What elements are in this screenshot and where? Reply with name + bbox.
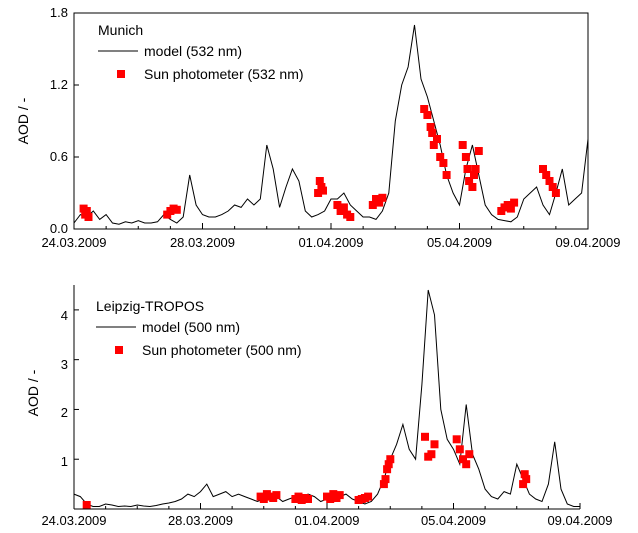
- panel-2-xtick-label: 05.04.2009: [421, 513, 486, 528]
- panel-2-photometer-point: [386, 455, 395, 464]
- panel-2-ytick-label: 2: [61, 405, 68, 420]
- panel-1-photometer-point: [506, 204, 515, 213]
- panel-1-legend: Munich model (532 nm) Sun photometer (53…: [98, 22, 304, 82]
- panel-2-xtick-label: 24.03.2009: [41, 513, 106, 528]
- panel-1-line-layer: [73, 24, 589, 225]
- panel-2-photometer-point: [383, 465, 392, 474]
- panel-1-legend-photometer-label: Sun photometer (532 nm): [144, 66, 304, 82]
- panel-2-photometer-point: [304, 495, 312, 503]
- panel-2-photometer-point: [326, 495, 335, 503]
- panel-2-photometer-point: [379, 480, 388, 489]
- panel-2-ytick-label: 1: [61, 454, 68, 469]
- panel-1-photometer-point: [539, 165, 547, 173]
- panel-2-photometer-point: [335, 491, 344, 500]
- panel-2-photometer-point: [455, 445, 464, 454]
- panel-1-photometer-point: [548, 183, 557, 191]
- panel-1-photometer-point: [439, 159, 448, 167]
- panel-2-legend-photometer-label: Sun photometer (500 nm): [142, 342, 302, 358]
- panel-1-photometer-point: [378, 193, 387, 202]
- panel-1-photometer-point: [461, 153, 470, 161]
- panel-1-photometer-point: [470, 171, 478, 179]
- panel-2-photometer-point: [459, 455, 467, 464]
- panel-1-legend-title: Munich: [98, 22, 143, 38]
- panel-1-legend-model-label: model (532 nm): [144, 43, 242, 59]
- panel-1-photometer-point: [420, 105, 429, 113]
- panel-1-photometer-point: [423, 111, 432, 119]
- panel-2-xtick-label: 09.04.2009: [547, 513, 612, 528]
- panel-2-photometer-point: [364, 492, 373, 501]
- panel-2-ytick-label: 3: [61, 357, 68, 372]
- panel-1-ytick-label: 0.0: [50, 221, 68, 236]
- panel-2-photometer-point: [384, 460, 393, 469]
- panel-1-legend-marker-swatch: [117, 70, 125, 78]
- panel-2-legend-marker-swatch: [115, 346, 123, 354]
- panel-1-photometer-point: [319, 186, 327, 195]
- panel-2-photometer-point: [381, 475, 390, 484]
- panel-1-photometer-point: [429, 141, 438, 149]
- panel-1-photometer-point: [551, 189, 560, 197]
- panel-1-ytick-label: 1.8: [50, 5, 68, 20]
- panel-1-xtick-label: 09.04.2009: [555, 235, 620, 250]
- panel-leipzig: 1 2 3 4 24.03.2009 28.03.2009 01.04.2009…: [25, 285, 613, 528]
- panel-2-photometer-point: [520, 470, 529, 479]
- panel-1-xtick-label: 24.03.2009: [41, 235, 106, 250]
- panel-2-legend-model-label: model (500 nm): [142, 319, 240, 335]
- panel-2-photometer-point: [465, 450, 474, 459]
- panel-1-ylabel: AOD / -: [15, 97, 31, 144]
- panel-1-photometer-point: [465, 177, 474, 185]
- panel-1-photometer-point: [428, 129, 437, 137]
- panel-2-photometer-point: [259, 495, 268, 503]
- panel-2-legend-title: Leipzig-TROPOS: [96, 298, 204, 314]
- panel-1-photometer-point: [346, 213, 355, 221]
- panel-2-marker-layer: [82, 432, 531, 509]
- panel-1-photometer-point: [468, 183, 477, 191]
- panel-2-photometer-point: [427, 450, 436, 459]
- panel-1-photometer-point: [426, 123, 435, 131]
- panel-1-photometer-point: [339, 203, 348, 212]
- panel-2-xtick-label: 28.03.2009: [168, 513, 233, 528]
- panel-2-ylabel: AOD / -: [25, 369, 41, 416]
- panel-2-legend: Leipzig-TROPOS model (500 nm) Sun photom…: [96, 298, 302, 358]
- panel-1-photometer-point: [368, 201, 377, 209]
- panel-1-photometer-point: [333, 201, 342, 209]
- panel-1-photometer-point: [315, 177, 324, 185]
- panel-2-ytick-label: 4: [61, 308, 68, 323]
- panel-2-photometer-point: [421, 432, 429, 441]
- panel-1-xtick-label: 05.04.2009: [427, 235, 492, 250]
- panel-2-photometer-point: [519, 480, 528, 489]
- panel-1-xtick-label: 01.04.2009: [298, 235, 363, 250]
- panel-1-model-line: [73, 24, 589, 225]
- panel-2-photometer-point: [462, 460, 471, 469]
- panel-1-ytick-label: 0.6: [50, 149, 68, 164]
- panel-1-photometer-point: [436, 153, 445, 161]
- panel-1-photometer-point: [84, 213, 93, 221]
- panel-1-photometer-point: [172, 205, 181, 214]
- panel-1-photometer-point: [463, 165, 472, 173]
- panel-munich: 0.0 0.6 1.2 1.8 24.03.2009 28.03.2009 01…: [15, 5, 621, 250]
- panel-1-photometer-point: [471, 165, 480, 173]
- panel-2-ticks: [73, 285, 581, 510]
- panel-1-photometer-point: [433, 135, 441, 143]
- panel-1-photometer-point: [82, 207, 91, 215]
- panel-1-photometer-point: [474, 147, 483, 155]
- panel-2-photometer-point: [522, 475, 531, 484]
- panel-1-photometer-point: [314, 189, 323, 197]
- panel-1-photometer-point: [545, 177, 554, 185]
- panel-2-photometer-point: [82, 501, 91, 509]
- panel-1-photometer-point: [458, 141, 467, 149]
- panel-2-photometer-point: [430, 440, 439, 449]
- panel-1-xtick-label: 28.03.2009: [170, 235, 235, 250]
- panel-1-marker-layer: [79, 105, 560, 221]
- panel-2-photometer-point: [272, 491, 281, 500]
- panel-1-photometer-point: [375, 198, 384, 207]
- panel-1-photometer-point: [542, 171, 551, 179]
- panel-2-photometer-point: [452, 435, 461, 444]
- panel-1-photometer-point: [510, 198, 519, 207]
- panel-1-photometer-point: [442, 171, 451, 179]
- panel-2-xtick-label: 01.04.2009: [294, 513, 359, 528]
- panel-1-ytick-label: 1.2: [50, 77, 68, 92]
- panel-1-ticks: [73, 12, 589, 230]
